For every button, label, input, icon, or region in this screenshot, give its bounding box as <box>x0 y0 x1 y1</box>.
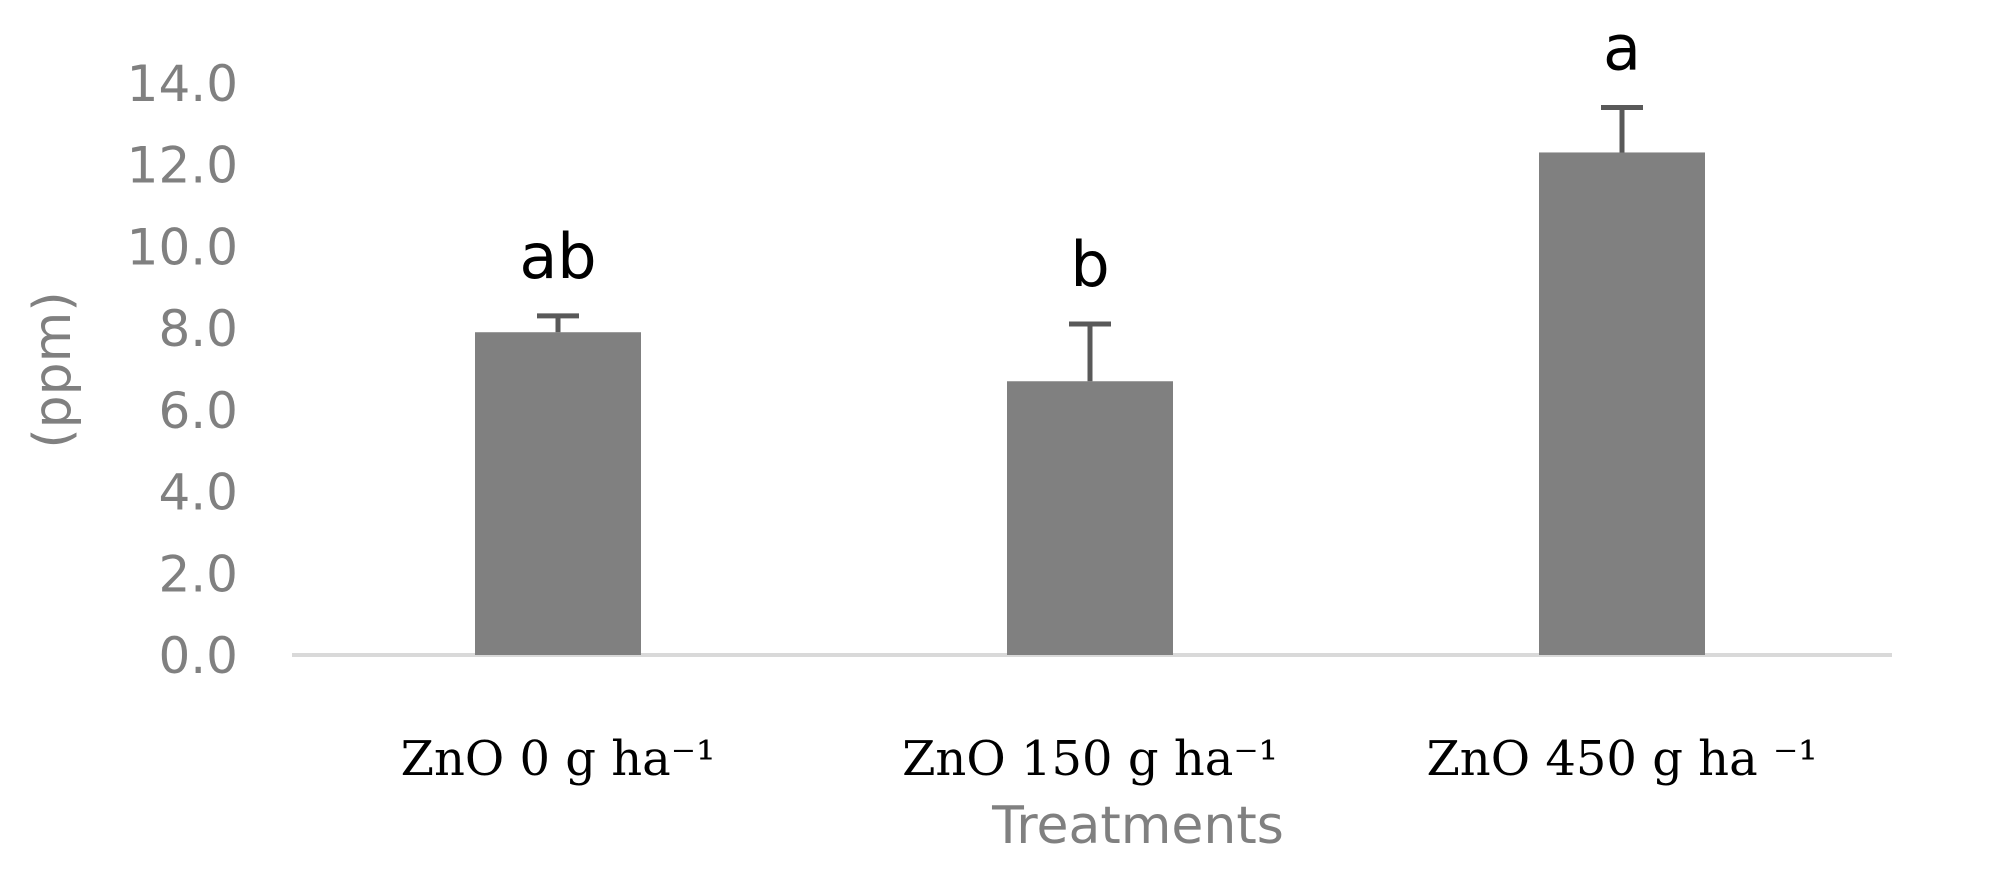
x-category-label: ZnO 0 g ha⁻¹ <box>401 731 716 787</box>
y-axis-ticks: 0.0 2.0 4.0 6.0 8.0 10.0 12.0 14.0 <box>127 55 238 685</box>
significance-letter: b <box>1070 228 1109 301</box>
bar <box>1007 381 1173 655</box>
y-tick-label: 8.0 <box>158 300 238 358</box>
x-category-label: ZnO 150 g ha⁻¹ <box>902 731 1278 787</box>
x-category-label: ZnO 450 g ha ⁻¹ <box>1426 731 1817 787</box>
y-axis-title: (ppm) <box>23 291 83 448</box>
y-tick-label: 2.0 <box>158 545 238 603</box>
bar <box>475 332 641 655</box>
bar <box>1539 152 1705 655</box>
y-tick-label: 6.0 <box>158 382 238 440</box>
y-tick-label: 10.0 <box>127 218 238 276</box>
significance-letter: ab <box>519 220 596 293</box>
x-axis-title: Treatments <box>991 796 1284 856</box>
y-tick-label: 12.0 <box>127 137 238 195</box>
bars: ab b a <box>475 12 1705 655</box>
y-tick-label: 0.0 <box>158 627 238 685</box>
y-tick-label: 14.0 <box>127 55 238 113</box>
x-axis-categories: ZnO 0 g ha⁻¹ ZnO 150 g ha⁻¹ ZnO 450 g ha ⁻… <box>401 731 1818 787</box>
y-tick-label: 4.0 <box>158 464 238 522</box>
significance-letter: a <box>1603 12 1641 85</box>
